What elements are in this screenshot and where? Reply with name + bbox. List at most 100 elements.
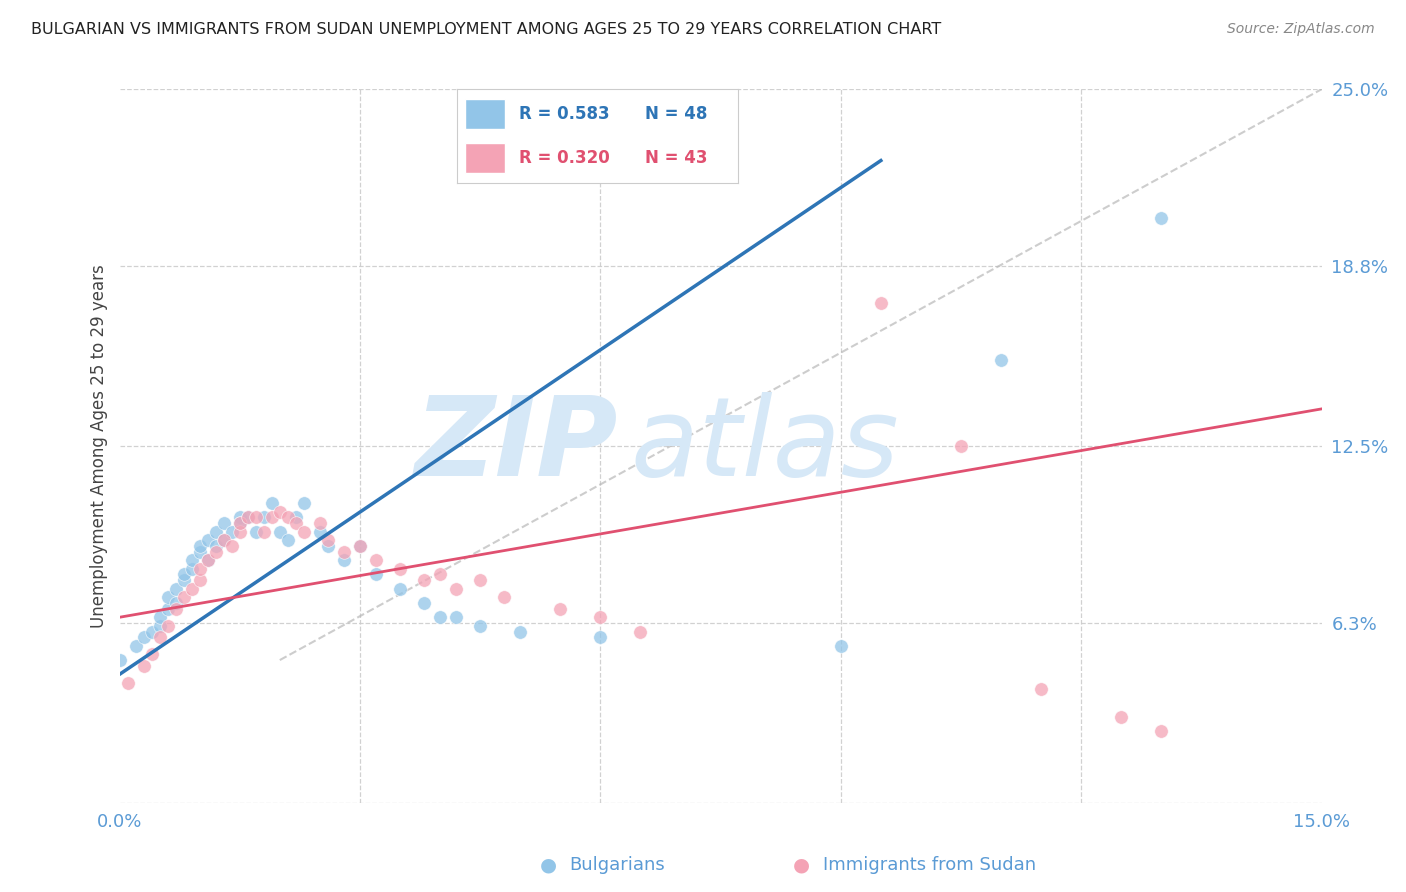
Point	[429, 567, 451, 582]
Point	[364, 567, 387, 582]
Point	[173, 591, 195, 605]
Point	[316, 533, 339, 548]
Point	[830, 639, 852, 653]
Text: Bulgarians: Bulgarians	[569, 856, 665, 874]
Point	[388, 582, 412, 596]
Point	[950, 439, 973, 453]
Point	[349, 539, 371, 553]
Point	[156, 619, 179, 633]
Point	[333, 544, 356, 558]
Text: N = 43: N = 43	[645, 149, 707, 167]
Point	[228, 524, 252, 539]
Point	[204, 524, 226, 539]
Point	[149, 630, 172, 644]
Point	[212, 516, 235, 530]
Point	[173, 573, 195, 587]
Point	[117, 676, 139, 690]
Point	[236, 510, 259, 524]
FancyBboxPatch shape	[465, 98, 505, 129]
Point	[149, 610, 172, 624]
FancyBboxPatch shape	[465, 143, 505, 173]
Point	[188, 539, 211, 553]
Point	[494, 591, 516, 605]
Point	[269, 524, 291, 539]
Point	[284, 510, 307, 524]
Point	[589, 610, 612, 624]
Point	[429, 610, 451, 624]
Point	[388, 562, 412, 576]
Point	[260, 496, 283, 510]
Point	[245, 524, 267, 539]
Point	[550, 601, 572, 615]
Point	[260, 510, 283, 524]
Point	[188, 544, 211, 558]
Point	[228, 510, 252, 524]
Point	[1150, 211, 1173, 225]
Text: Source: ZipAtlas.com: Source: ZipAtlas.com	[1227, 22, 1375, 37]
Point	[141, 624, 163, 639]
Point	[197, 533, 219, 548]
Text: atlas: atlas	[630, 392, 898, 500]
Point	[364, 553, 387, 567]
Point	[292, 524, 315, 539]
Point	[165, 596, 187, 610]
Point	[349, 539, 371, 553]
Point	[165, 601, 187, 615]
Point	[333, 553, 356, 567]
Point	[1111, 710, 1133, 724]
Point	[630, 624, 652, 639]
Point	[413, 596, 436, 610]
Point	[156, 591, 179, 605]
Point	[269, 505, 291, 519]
Point	[156, 601, 179, 615]
Point	[292, 496, 315, 510]
Point	[204, 539, 226, 553]
Text: Immigrants from Sudan: Immigrants from Sudan	[823, 856, 1036, 874]
Point	[165, 582, 187, 596]
Point	[309, 516, 332, 530]
Point	[212, 533, 235, 548]
Point	[180, 582, 202, 596]
Point	[173, 567, 195, 582]
Point	[253, 510, 276, 524]
Point	[108, 653, 131, 667]
Text: N = 48: N = 48	[645, 105, 707, 123]
Point	[197, 553, 219, 567]
Point	[180, 553, 202, 567]
Point	[228, 516, 252, 530]
Point	[197, 553, 219, 567]
Text: R = 0.583: R = 0.583	[519, 105, 609, 123]
Point	[188, 573, 211, 587]
Point	[188, 562, 211, 576]
Text: ●: ●	[793, 855, 810, 875]
Point	[141, 648, 163, 662]
Point	[212, 533, 235, 548]
Point	[204, 544, 226, 558]
Point	[284, 516, 307, 530]
Point	[1150, 724, 1173, 739]
Point	[124, 639, 146, 653]
Text: R = 0.320: R = 0.320	[519, 149, 610, 167]
Point	[468, 573, 492, 587]
Text: ZIP: ZIP	[415, 392, 619, 500]
Point	[180, 562, 202, 576]
Point	[509, 624, 531, 639]
Point	[236, 510, 259, 524]
Point	[309, 524, 332, 539]
Text: ●: ●	[540, 855, 557, 875]
Point	[1029, 681, 1052, 696]
Text: BULGARIAN VS IMMIGRANTS FROM SUDAN UNEMPLOYMENT AMONG AGES 25 TO 29 YEARS CORREL: BULGARIAN VS IMMIGRANTS FROM SUDAN UNEMP…	[31, 22, 941, 37]
Point	[468, 619, 492, 633]
Point	[221, 524, 243, 539]
Point	[869, 296, 893, 310]
Point	[990, 353, 1012, 368]
Point	[444, 582, 467, 596]
Point	[413, 573, 436, 587]
Point	[277, 510, 299, 524]
Point	[132, 630, 155, 644]
Point	[589, 630, 612, 644]
Point	[316, 539, 339, 553]
Point	[277, 533, 299, 548]
Point	[149, 619, 172, 633]
Point	[253, 524, 276, 539]
